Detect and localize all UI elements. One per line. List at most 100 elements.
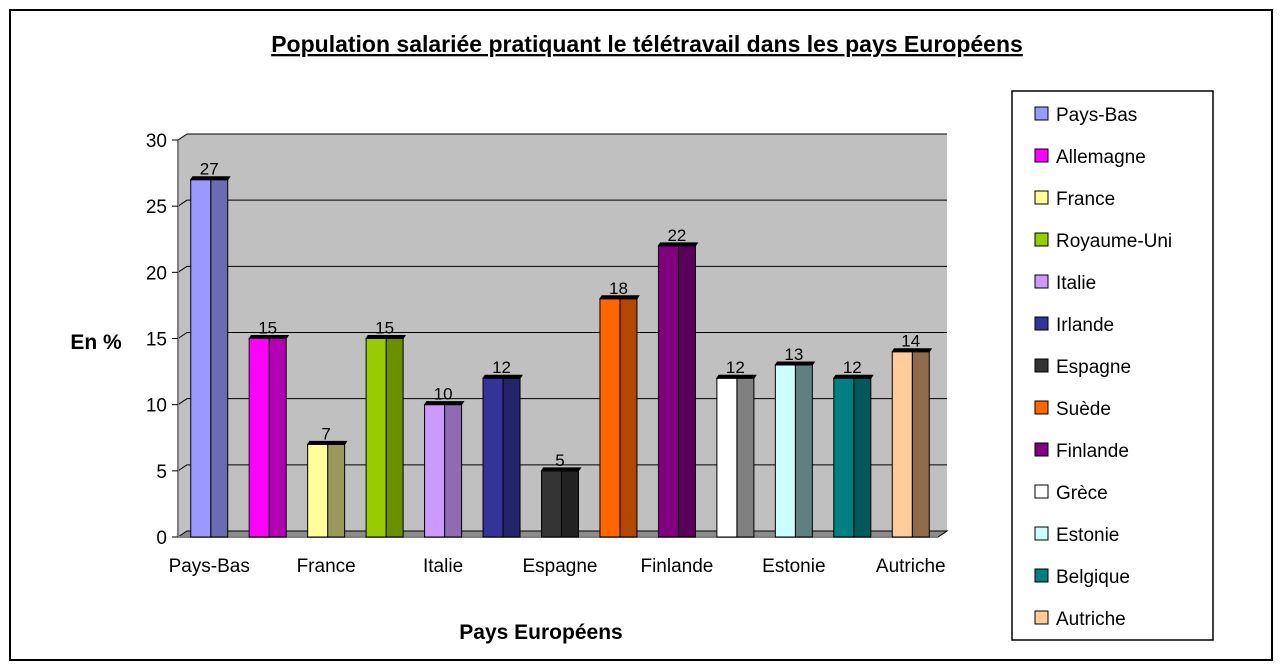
legend-swatch xyxy=(1034,148,1049,163)
x-tick-label: Estonie xyxy=(762,556,825,577)
x-tick-label: Autriche xyxy=(876,556,946,577)
legend-entry: Estonie xyxy=(1056,525,1119,546)
legend-swatch xyxy=(1034,442,1049,457)
x-tick-label: Italie xyxy=(423,556,463,577)
data-label: 5 xyxy=(555,451,564,470)
plot-area: 0 5 10 15 20 25 30 27 15 7 15 10 12 5 18 22 12 13 12 14 Pays… xyxy=(146,131,949,577)
bar-side xyxy=(561,470,579,538)
gridline xyxy=(177,133,947,141)
bar-group: 12 xyxy=(482,358,523,538)
bar-top xyxy=(248,335,290,339)
legend-entry: Italie xyxy=(1056,273,1096,294)
bar-top xyxy=(891,348,933,353)
bar-side xyxy=(327,443,346,538)
bar-side xyxy=(677,245,696,538)
data-label: 12 xyxy=(492,358,511,377)
y-tick-label: 10 xyxy=(146,396,167,417)
bar-group: 14 xyxy=(891,332,933,538)
data-label: 12 xyxy=(843,358,862,377)
legend-swatch xyxy=(1034,526,1049,541)
data-label: 27 xyxy=(200,160,219,179)
bar-top xyxy=(540,467,582,472)
data-label: 7 xyxy=(321,424,330,443)
bar-side xyxy=(736,377,755,538)
bar-group: 15 xyxy=(365,319,407,538)
bar-group: 12 xyxy=(715,358,757,538)
data-label: 15 xyxy=(375,319,394,338)
legend-entry: Royaume-Uni xyxy=(1056,231,1172,252)
bar-group: 18 xyxy=(599,279,640,538)
bar-top xyxy=(599,295,640,300)
data-label: 15 xyxy=(258,319,277,338)
bar-top xyxy=(482,374,523,379)
legend-swatch xyxy=(1034,274,1049,289)
legend-entry: Grèce xyxy=(1056,483,1108,504)
data-label: 10 xyxy=(434,385,453,404)
legend-swatch xyxy=(1034,610,1049,625)
bar-side xyxy=(911,351,930,538)
bar-group: 12 xyxy=(832,358,874,538)
bar-group: 7 xyxy=(306,424,348,538)
bar-side xyxy=(444,404,463,538)
legend-swatch xyxy=(1034,400,1049,415)
bar-side xyxy=(794,364,813,538)
y-tick-label: 25 xyxy=(146,197,167,218)
legend-entry: France xyxy=(1056,189,1115,210)
bar xyxy=(248,338,270,538)
data-label: 18 xyxy=(609,279,628,298)
bar xyxy=(424,404,446,538)
legend-entry: Finlande xyxy=(1056,441,1129,462)
bar-top xyxy=(657,242,699,247)
x-tick-label: Finlande xyxy=(640,556,713,577)
bar-top xyxy=(832,374,874,379)
bar xyxy=(891,351,913,538)
legend-entry: Belgique xyxy=(1056,567,1130,588)
data-label: 22 xyxy=(667,226,686,245)
bar-side xyxy=(853,377,872,538)
legend-entry: Allemagne xyxy=(1056,147,1146,168)
bar-group: 15 xyxy=(248,319,290,538)
bar-top xyxy=(365,335,407,339)
x-tick-label: Pays-Bas xyxy=(169,556,250,577)
bar-top xyxy=(189,176,231,181)
data-label: 14 xyxy=(901,332,920,351)
bar xyxy=(365,338,387,538)
data-label: 12 xyxy=(726,358,745,377)
legend-swatch xyxy=(1034,232,1049,247)
legend: Pays-Bas Allemagne France Royaume-Uni Italie… xyxy=(1011,90,1214,641)
y-tick-label: 30 xyxy=(146,131,167,152)
y-tick-label: 20 xyxy=(146,263,167,284)
bar-side xyxy=(268,338,287,538)
legend-swatch xyxy=(1034,190,1049,205)
bar-top xyxy=(306,440,348,445)
legend-swatch xyxy=(1034,568,1049,583)
bar xyxy=(190,179,212,538)
y-axis-label: En % xyxy=(70,331,122,354)
bar xyxy=(482,377,504,538)
bar xyxy=(716,377,738,538)
bar-side xyxy=(385,338,404,538)
legend-swatch xyxy=(1034,484,1049,499)
bar xyxy=(541,470,562,538)
legend-entry: Espagne xyxy=(1056,357,1131,378)
bar xyxy=(599,298,621,538)
y-tick-label: 5 xyxy=(156,462,167,483)
legend-swatch xyxy=(1034,358,1049,373)
bar xyxy=(657,245,679,538)
y-tick-label: 0 xyxy=(156,528,167,549)
bar-top xyxy=(774,361,816,366)
x-axis-label: Pays Européens xyxy=(459,621,622,644)
bar-top xyxy=(423,401,465,406)
bar-top xyxy=(715,374,757,379)
x-tick-label: Espagne xyxy=(522,556,597,577)
bar-group: 10 xyxy=(423,385,465,538)
legend-entry: Pays-Bas xyxy=(1056,105,1137,126)
legend-entry: Irlande xyxy=(1056,315,1114,336)
x-tick-label: France xyxy=(297,556,356,577)
bar-group: 22 xyxy=(657,226,699,538)
bar xyxy=(774,364,796,538)
legend-swatch xyxy=(1034,316,1049,331)
bar-group: 13 xyxy=(774,345,816,538)
chart-title: Population salariée pratiquant le télétr… xyxy=(271,31,1023,57)
